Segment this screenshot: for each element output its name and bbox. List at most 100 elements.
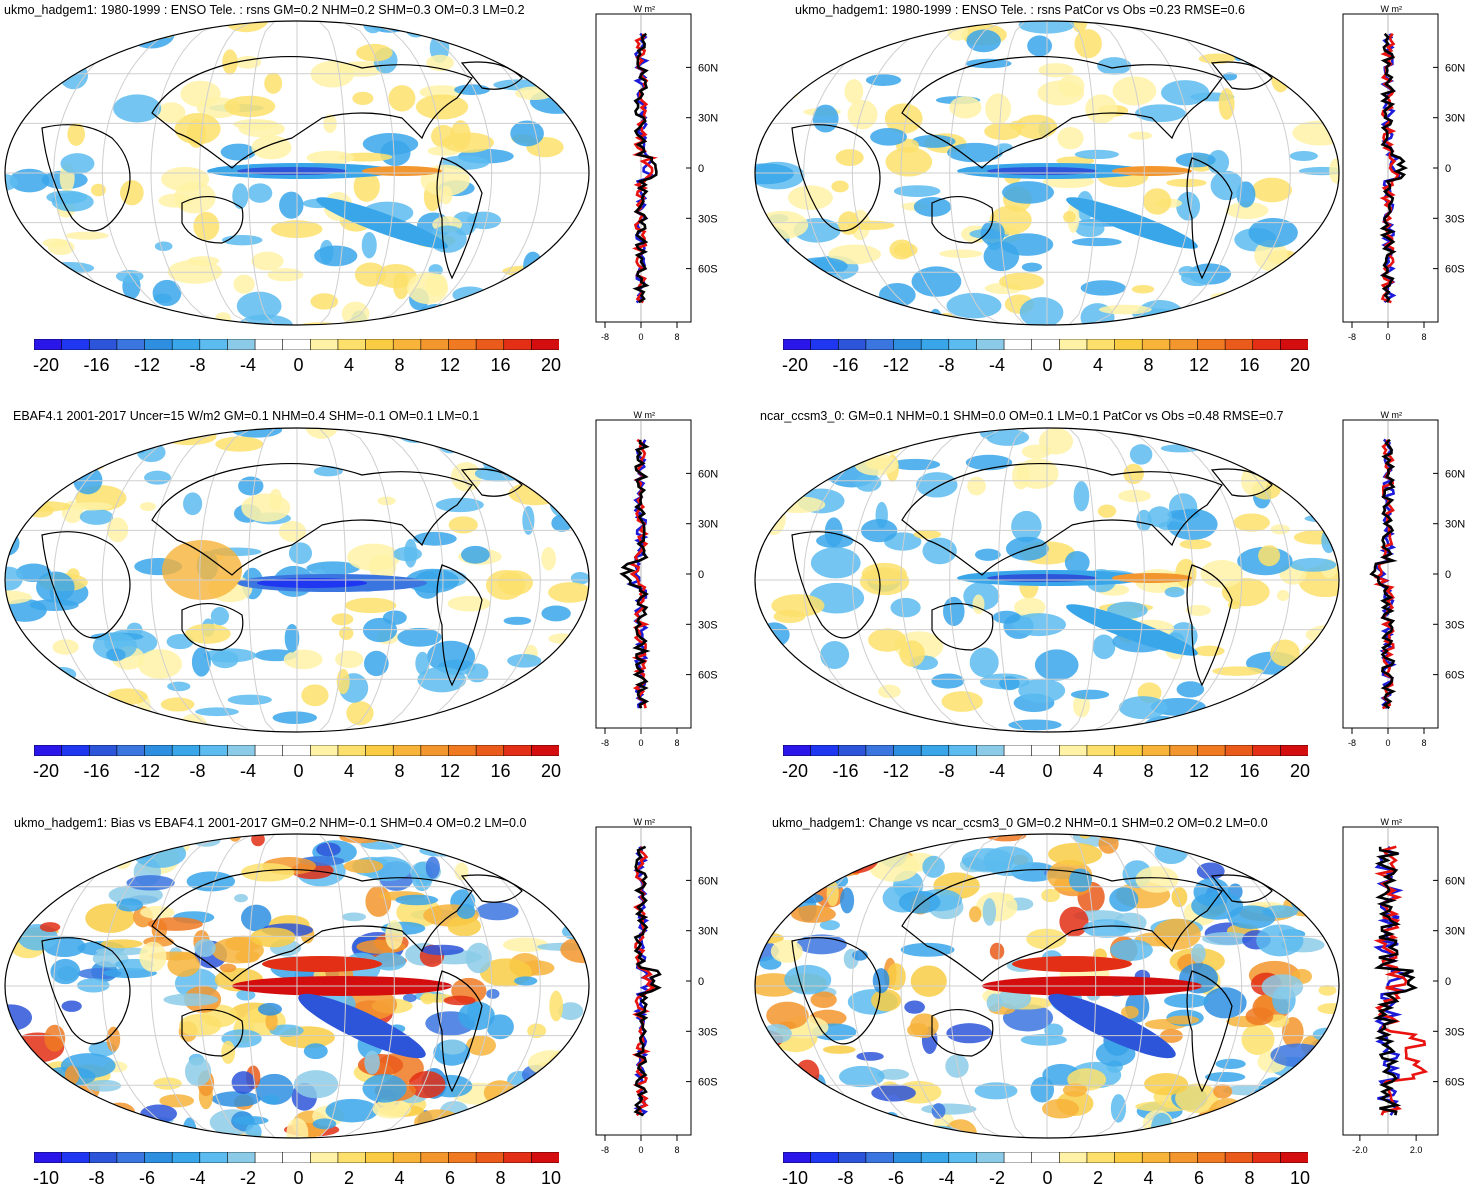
x-tick-label: -2.0 — [1352, 1145, 1368, 1155]
field-patch — [1233, 837, 1260, 864]
colorbar-label: -10 — [32, 1168, 60, 1188]
field-patch — [237, 167, 347, 175]
field-patch — [288, 542, 313, 565]
field-patch — [30, 1102, 49, 1112]
field-patch — [385, 920, 404, 950]
field-patch — [982, 898, 997, 926]
lat-label: 0 — [698, 163, 704, 175]
colorbar-cell — [34, 745, 63, 756]
field-patch — [890, 597, 921, 618]
field-patch — [999, 272, 1045, 291]
field-patch — [167, 681, 191, 692]
lat-label: 30S — [1445, 1026, 1465, 1038]
colorbar-cell — [171, 1152, 201, 1163]
map-field — [5, 21, 589, 325]
field-patch — [922, 537, 957, 565]
robinson-map — [754, 20, 1340, 326]
zonal-mean-plot: W m² 60N 30N 0 30S 60S -8 0 8 — [595, 4, 718, 342]
continent-outline — [901, 868, 1223, 982]
longitude-line — [1134, 834, 1243, 1138]
field-patch — [502, 937, 549, 953]
map-border — [754, 833, 1340, 1139]
field-patch — [1161, 80, 1210, 106]
field-patch — [1193, 428, 1229, 434]
longitude-line — [318, 834, 347, 1138]
zonal-mean-line — [1372, 846, 1419, 1116]
field-patch — [466, 1035, 496, 1056]
field-patch — [46, 32, 77, 60]
continent-outline — [901, 462, 1223, 576]
field-patch — [785, 1087, 810, 1115]
longitude-line — [949, 428, 1004, 732]
field-patch — [760, 1061, 778, 1087]
colorbar-label: 4 — [394, 1168, 405, 1188]
field-patch — [339, 626, 354, 640]
continent-outline — [791, 124, 881, 232]
field-patch — [1181, 1123, 1231, 1138]
colorbar-cell — [920, 1152, 950, 1163]
field-patch — [262, 956, 382, 972]
colorbar-cell — [1169, 1152, 1199, 1163]
field-patch — [1176, 681, 1205, 698]
field-patch — [161, 428, 187, 436]
colorbar-label: -4 — [239, 355, 257, 375]
field-patch — [872, 968, 890, 994]
colorbar-cell — [865, 745, 895, 756]
robinson-map — [4, 20, 590, 326]
field-patch — [884, 1112, 899, 1124]
colorbar-label: 0 — [1042, 355, 1053, 375]
field-patch — [1258, 545, 1281, 567]
field-patch — [1008, 719, 1062, 731]
field-patch — [454, 862, 469, 881]
field-patch — [755, 1111, 793, 1134]
field-patch — [820, 641, 850, 670]
field-patch — [1175, 1083, 1220, 1114]
field-patch — [985, 93, 1012, 125]
colorbar-cell — [199, 339, 229, 350]
field-patch — [1182, 834, 1225, 854]
colorbar-cell — [1280, 745, 1308, 756]
longitude-line — [1112, 834, 1194, 1138]
field-patch — [186, 871, 235, 892]
colorbar-cell — [475, 745, 505, 756]
field-patch — [494, 715, 513, 732]
field-patch — [1041, 888, 1060, 903]
field-patch — [29, 1093, 64, 1126]
zonal-mean-plot: W m² 60N 30N 0 30S 60S -8 0 8 — [1342, 410, 1465, 748]
field-patch — [449, 836, 468, 845]
colorbar-label: -8 — [189, 355, 206, 375]
colorbar-label: 8 — [1143, 355, 1154, 375]
continent-outline — [41, 937, 131, 1045]
field-patch — [211, 1091, 261, 1107]
field-patch — [510, 1088, 556, 1110]
colorbar-label: 16 — [1239, 355, 1260, 375]
field-patch — [402, 993, 417, 1003]
field-patch — [527, 1090, 566, 1110]
colorbar — [34, 745, 559, 756]
field-patch — [757, 834, 797, 852]
colorbar-cell — [1114, 1152, 1143, 1163]
colorbar-cell — [1031, 745, 1060, 756]
field-patch — [1175, 152, 1216, 168]
field-patch — [1071, 21, 1088, 33]
field-patch — [304, 428, 339, 439]
colorbar-cell — [1224, 1152, 1254, 1163]
field-patch — [819, 920, 840, 931]
field-patch — [184, 1056, 212, 1087]
map-field — [755, 428, 1339, 732]
field-patch — [1276, 589, 1290, 602]
field-patch — [1085, 94, 1118, 124]
map-border — [4, 427, 590, 733]
field-patch — [826, 880, 839, 907]
colorbar-label: 4 — [343, 761, 355, 781]
field-patch — [448, 24, 469, 37]
field-patch — [548, 582, 589, 603]
field-patch — [133, 835, 163, 848]
field-patch — [364, 1050, 380, 1075]
field-patch — [878, 684, 901, 699]
field-patch — [1186, 604, 1211, 616]
longitude-line — [803, 834, 938, 1138]
colorbar-cell — [171, 339, 201, 350]
field-patch — [987, 167, 1097, 175]
x-tick-label: -8 — [1348, 738, 1356, 748]
